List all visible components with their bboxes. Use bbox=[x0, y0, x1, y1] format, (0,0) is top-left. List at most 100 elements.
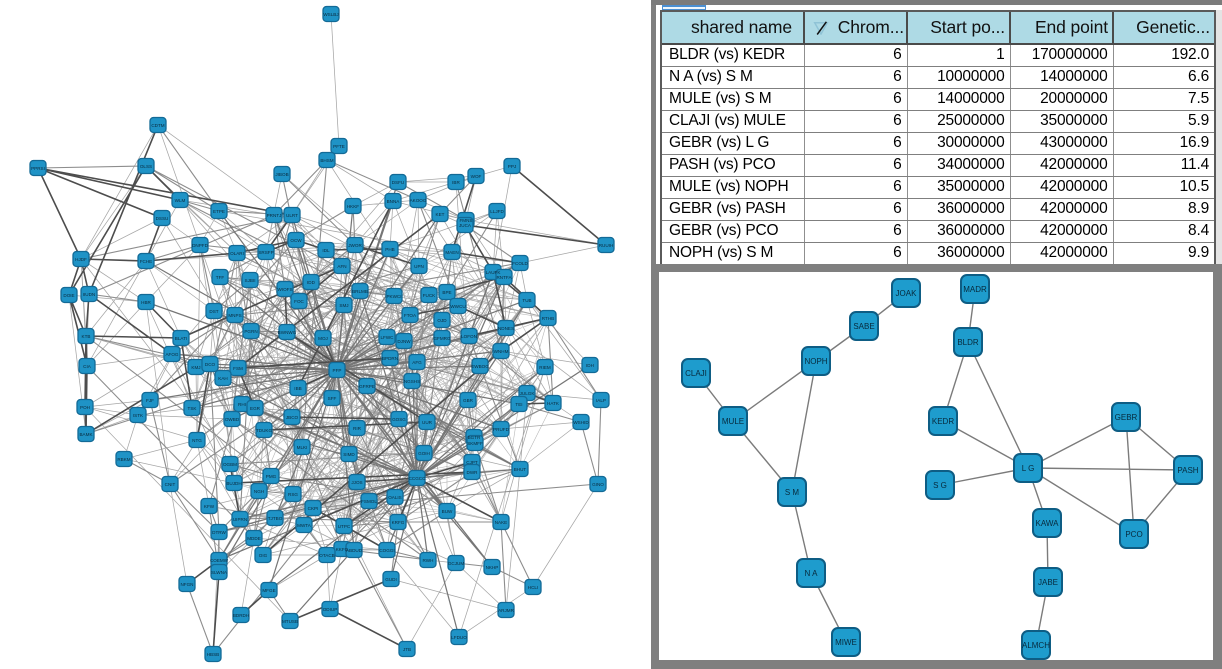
svg-text:NGH: NGH bbox=[254, 489, 264, 494]
svg-text:FJF: FJF bbox=[146, 398, 154, 403]
svg-text:LOFON: LOFON bbox=[461, 334, 477, 339]
svg-text:MAEN: MAEN bbox=[445, 250, 458, 255]
svg-text:ETPE: ETPE bbox=[213, 209, 225, 214]
svg-text:LFWC: LFWC bbox=[380, 335, 394, 340]
svg-text:AKOOG: AKOOG bbox=[410, 198, 427, 203]
svg-text:POH: POH bbox=[80, 405, 90, 410]
svg-text:TEI: TEI bbox=[515, 402, 522, 407]
svg-text:OLARI: OLARI bbox=[230, 251, 244, 256]
svg-text:JTB: JTB bbox=[403, 647, 411, 652]
svg-text:CKPI: CKPI bbox=[308, 506, 319, 511]
svg-text:JIBOB: JIBOB bbox=[275, 172, 288, 177]
svg-text:GOSG: GOSG bbox=[392, 417, 406, 422]
svg-text:BUW: BUW bbox=[442, 509, 453, 514]
svg-text:OTACB: OTACB bbox=[319, 553, 334, 558]
svg-text:MLKI: MLKI bbox=[297, 445, 308, 450]
svg-text:RBKM: RBKM bbox=[117, 457, 130, 462]
svg-text:TSK: TSK bbox=[188, 406, 198, 411]
svg-text:SJBII: SJBII bbox=[245, 278, 256, 283]
svg-text:GUDI: GUDI bbox=[385, 577, 396, 582]
svg-text:JBCO: JBCO bbox=[286, 415, 299, 420]
svg-text:RUUIH: RUUIH bbox=[599, 243, 614, 248]
svg-text:OLSS: OLSS bbox=[140, 164, 152, 169]
svg-text:ODIUP: ODIUP bbox=[323, 607, 338, 612]
svg-text:BUJDH: BUJDH bbox=[226, 481, 241, 486]
svg-text:BWNWG: BWNWG bbox=[278, 330, 297, 335]
svg-text:WWCU: WWCU bbox=[450, 304, 465, 309]
svg-text:HJDF: HJDF bbox=[75, 257, 87, 262]
svg-text:LAUFK: LAUFK bbox=[486, 270, 502, 275]
svg-text:MOJ: MOJ bbox=[318, 336, 328, 341]
svg-text:LFDUO: LFDUO bbox=[451, 635, 467, 640]
svg-text:WOF: WOF bbox=[471, 174, 482, 179]
svg-text:NGSHS: NGSHS bbox=[404, 379, 420, 384]
svg-text:COGGI: COGGI bbox=[379, 548, 394, 553]
svg-text:JULGK: JULGK bbox=[520, 391, 536, 396]
svg-text:DWR: DWR bbox=[467, 470, 479, 475]
svg-text:DTRW: DTRW bbox=[212, 530, 226, 535]
svg-text:TFF: TFF bbox=[216, 275, 225, 280]
svg-text:GBR: GBR bbox=[463, 398, 474, 403]
svg-text:IDH: IDH bbox=[586, 363, 594, 368]
svg-text:NAKE: NAKE bbox=[495, 520, 508, 525]
svg-text:FSMOL: FSMOL bbox=[361, 499, 377, 504]
svg-text:AFG: AFG bbox=[412, 360, 422, 365]
svg-text:PHB: PHB bbox=[385, 247, 394, 252]
svg-text:ABDUD: ABDUD bbox=[346, 548, 363, 553]
svg-text:SMJ: SMJ bbox=[339, 303, 348, 308]
svg-text:CNIT: CNIT bbox=[165, 482, 176, 487]
svg-text:BDRDH: BDRDH bbox=[233, 613, 249, 618]
svg-text:MWTA: MWTA bbox=[297, 523, 312, 528]
svg-text:OCW: OCW bbox=[290, 238, 302, 243]
svg-text:BHSM: BHSM bbox=[320, 158, 333, 163]
svg-text:OJD: OJD bbox=[437, 318, 447, 323]
svg-text:N A: N A bbox=[805, 569, 819, 578]
svg-text:PASH: PASH bbox=[1177, 466, 1198, 475]
svg-text:FOC: FOC bbox=[294, 299, 304, 304]
svg-text:CDTM: CDTM bbox=[151, 123, 164, 128]
svg-text:NDNES: NDNES bbox=[498, 326, 514, 331]
svg-text:PCO: PCO bbox=[1125, 530, 1142, 539]
svg-text:BLATI: BLATI bbox=[175, 336, 187, 341]
svg-text:GFRPE: GFRPE bbox=[359, 384, 375, 389]
svg-text:DOIE: DOIE bbox=[63, 293, 74, 298]
svg-text:UUR: UUR bbox=[422, 420, 433, 425]
svg-text:UPN: UPN bbox=[414, 264, 424, 269]
svg-text:GOIH: GOIH bbox=[418, 451, 430, 456]
svg-text:HBSB: HBSB bbox=[207, 652, 220, 657]
svg-text:PRUFD: PRUFD bbox=[493, 427, 510, 432]
svg-text:SFF: SFF bbox=[328, 396, 337, 401]
svg-text:KKFG: KKFG bbox=[336, 547, 349, 552]
svg-text:NTG: NTG bbox=[192, 438, 202, 443]
svg-text:MULE: MULE bbox=[722, 417, 744, 426]
svg-text:FUCK: FUCK bbox=[423, 293, 436, 298]
svg-text:MIWE: MIWE bbox=[835, 638, 857, 647]
svg-text:MADR: MADR bbox=[963, 285, 987, 294]
svg-text:DST: DST bbox=[209, 309, 218, 314]
svg-text:RIEM: RIEM bbox=[539, 365, 551, 370]
svg-text:GCJUM: GCJUM bbox=[448, 561, 465, 566]
svg-text:L G: L G bbox=[1022, 464, 1035, 473]
svg-text:COEMW: COEMW bbox=[210, 558, 229, 563]
svg-text:SRSFP: SRSFP bbox=[258, 250, 273, 255]
svg-text:BPE: BPE bbox=[442, 290, 451, 295]
svg-text:BRLMB: BRLMB bbox=[352, 289, 368, 294]
svg-text:AFN: AFN bbox=[337, 264, 346, 269]
svg-text:WSHID: WSHID bbox=[573, 420, 589, 425]
svg-text:CJPT: CJPT bbox=[466, 460, 478, 465]
svg-text:BPDRN: BPDRN bbox=[382, 356, 398, 361]
svg-text:BGTR: BGTR bbox=[468, 435, 481, 440]
svg-text:AFOG: AFOG bbox=[165, 352, 178, 357]
svg-text:HCLI: HCLI bbox=[528, 585, 538, 590]
svg-text:OGBM: OGBM bbox=[223, 462, 237, 467]
svg-text:HATK: HATK bbox=[547, 401, 560, 406]
svg-text:MTUSB: MTUSB bbox=[282, 619, 298, 624]
svg-text:PPJ: PPJ bbox=[508, 164, 516, 169]
svg-text:KMJ: KMJ bbox=[191, 365, 200, 370]
svg-text:IALP: IALP bbox=[596, 398, 606, 403]
svg-text:HKKF: HKKF bbox=[347, 204, 359, 209]
svg-text:S G: S G bbox=[933, 481, 947, 490]
svg-text:JOAK: JOAK bbox=[896, 289, 918, 298]
svg-text:FCOLD: FCOLD bbox=[512, 261, 528, 266]
svg-text:CLAJI: CLAJI bbox=[685, 369, 707, 378]
